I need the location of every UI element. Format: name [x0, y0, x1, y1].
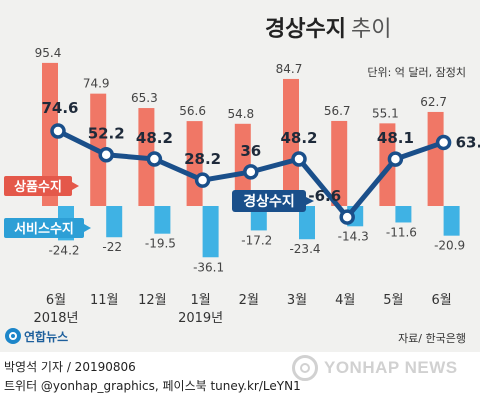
service-value-label: -36.1 — [193, 260, 224, 274]
current-account-value-label: 52.2 — [88, 125, 125, 143]
service-bar — [299, 206, 315, 240]
x-tick-label: 5월 — [383, 293, 403, 308]
service-value-label: -23.4 — [289, 242, 320, 256]
goods-value-label: 56.7 — [324, 104, 351, 118]
legend-goods-box — [4, 176, 72, 196]
service-bar — [202, 206, 219, 258]
x-tick-label: 6월 — [46, 293, 66, 308]
current-account-point — [435, 134, 452, 151]
current-account-value-label: 74.6 — [41, 99, 78, 117]
goods-value-label: 95.4 — [35, 46, 62, 60]
yonhap-logo-text: 연합뉴스 — [24, 329, 69, 344]
current-account-point — [50, 123, 66, 139]
yonhap-logo-icon — [5, 328, 21, 344]
year-label: 2018년 — [33, 311, 78, 326]
watermark: YONHAP NEWS — [292, 355, 458, 381]
goods-value-label: 54.8 — [227, 107, 254, 121]
service-bar — [154, 206, 171, 234]
x-tick-label: 2월 — [239, 293, 259, 308]
current-account-value-label: 48.2 — [280, 129, 317, 147]
source-label: 자료/ 한국은행 — [398, 332, 466, 345]
chart-svg: 경상수지 추이 단위: 억 달러, 잠정치 95.4 -24.2 74.9 -22 65… — [4, 17, 480, 326]
legend-goods: 상품수지 — [14, 180, 62, 195]
current-account-point — [98, 146, 114, 163]
x-tick-label: 3월 — [287, 293, 307, 308]
chart-title-suffix: 추이 — [351, 17, 391, 42]
service-bar — [250, 206, 267, 231]
legend-current-box — [232, 190, 306, 212]
service-bar — [443, 206, 460, 236]
current-account-point — [146, 151, 163, 167]
goods-value-label: 55.1 — [372, 106, 399, 120]
goods-bar — [427, 111, 444, 206]
service-value-label: -17.2 — [241, 233, 272, 247]
goods-bar — [379, 123, 396, 206]
legend-service-pointer — [84, 224, 91, 232]
service-bar — [395, 206, 412, 223]
legend-service: 서비스수지 — [14, 222, 74, 237]
service-value-label: -20.9 — [434, 239, 465, 253]
x-tick-label: 6월 — [431, 293, 451, 308]
byline: 박영석 기자 / 20190806 — [4, 360, 136, 374]
goods-bar — [234, 123, 251, 206]
service-value-label: -19.5 — [145, 237, 176, 251]
goods-bar — [331, 120, 348, 206]
service-value-label: -24.2 — [48, 243, 79, 257]
year-label: 2019년 — [178, 311, 223, 326]
current-account-value-label: 48.1 — [377, 129, 414, 147]
goods-bar — [42, 62, 58, 207]
service-value-label: -22 — [102, 240, 122, 254]
chart-title: 경상수지 — [265, 17, 346, 42]
goods-value-label: 74.9 — [83, 77, 110, 91]
current-account-value-label: 36 — [240, 142, 261, 160]
current-account-value-label: 48.2 — [136, 129, 173, 147]
x-tick-label: 1월 — [190, 293, 210, 308]
service-value-label: -11.6 — [386, 225, 417, 239]
goods-value-label: 62.7 — [420, 95, 447, 109]
goods-value-label: 84.7 — [276, 62, 303, 76]
watermark-logo-icon — [292, 355, 318, 381]
x-tick-label: 12월 — [138, 293, 167, 308]
unit-label: 단위: 억 달러, 잠정치 — [367, 66, 466, 79]
current-account-value-label: -6.6 — [308, 187, 341, 205]
legend-service-box — [4, 218, 84, 238]
current-account-point — [291, 151, 307, 167]
social-handles: 트위터 @yonhap_graphics, 페이스북 tuney.kr/LeYN… — [4, 379, 301, 393]
watermark-text: YONHAP NEWS — [324, 358, 458, 377]
legend-current-pointer — [306, 197, 314, 205]
legend-current: 경상수지 — [243, 193, 295, 210]
service-bar — [106, 206, 123, 238]
service-value-label: -14.3 — [338, 229, 369, 243]
goods-value-label: 56.6 — [179, 104, 206, 118]
current-account-point — [387, 151, 404, 167]
current-account-value-label: 63.8 — [456, 133, 480, 151]
legend-goods-pointer — [72, 182, 79, 190]
goods-value-label: 65.3 — [131, 91, 158, 105]
current-account-point — [194, 172, 211, 188]
yonhap-logo: 연합뉴스 — [5, 326, 68, 346]
current-account-point — [243, 164, 259, 180]
current-account-point — [339, 209, 355, 225]
x-tick-label: 11월 — [90, 293, 119, 308]
current-account-value-label: 28.2 — [184, 150, 221, 168]
goods-bar — [283, 78, 299, 206]
x-tick-label: 4월 — [335, 293, 355, 308]
